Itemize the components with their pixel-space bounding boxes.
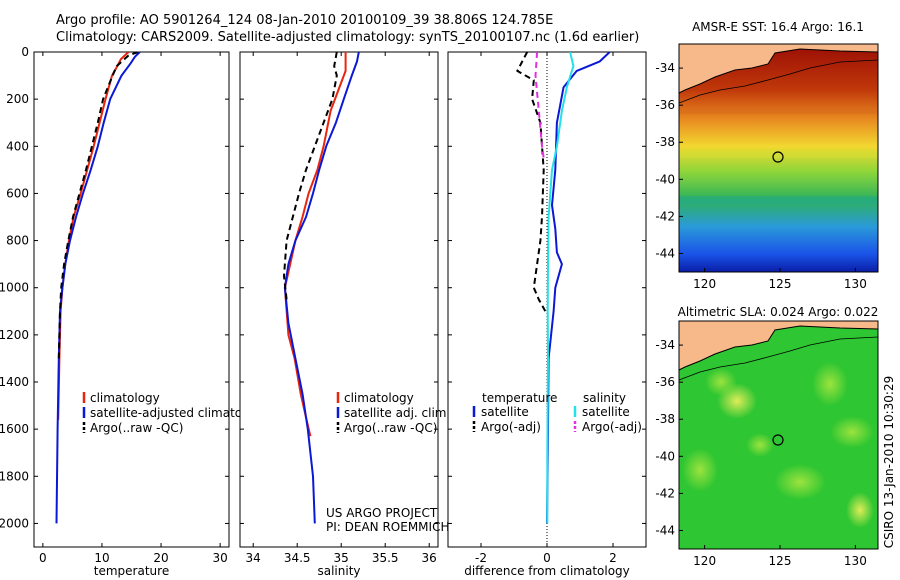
legend-title-temperature: temperature [482, 391, 557, 405]
coastline [678, 48, 879, 94]
x-tick-label: 30 [212, 551, 227, 565]
sst-field [679, 44, 878, 272]
x-tick-label: 10 [94, 551, 109, 565]
legend-label: Argo(-adj) [582, 420, 642, 434]
legend-title-salinity: salinity [583, 391, 626, 405]
x-axis-label: salinity [317, 564, 360, 578]
x-tick-label: 0 [39, 551, 47, 565]
map-x-tick-label: 125 [769, 277, 792, 291]
series-line-climatology [283, 52, 347, 437]
map-y-tick-label: -38 [655, 412, 675, 426]
salinity-profile-panel: 34 34.5 35 35.5 36 salinity climatologysatelli… [239, 51, 450, 578]
sla-map-panel [678, 320, 879, 550]
map-y-tick-label: -34 [655, 338, 675, 352]
sst-map-title: AMSR-E SST: 16.4 Argo: 16.1 [692, 20, 864, 34]
map-y-tick-label: -44 [655, 246, 675, 260]
map-x-tick-label: 125 [769, 554, 792, 568]
series-line-argo-adj- [516, 52, 547, 312]
map-y-tick-label: -36 [655, 375, 675, 389]
y-tick-label: 800 [6, 234, 29, 248]
map-y-tick-label: -42 [655, 209, 675, 223]
y-tick-label: 1200 [0, 328, 29, 342]
series-group [516, 52, 611, 524]
x-tick-label: 34 [246, 551, 261, 565]
series-line-satellite [546, 52, 611, 524]
y-tick-label: 1600 [0, 422, 29, 436]
y-tick-label: 400 [6, 139, 29, 153]
argo-position-marker-sla [772, 434, 784, 446]
map-x-tick-label: 120 [693, 277, 716, 291]
x-tick-label: 36 [422, 551, 437, 565]
y-tick-label: 1800 [0, 469, 29, 483]
project-annotation: PI: DEAN ROEMMICH [326, 520, 449, 534]
series-line-argo-raw-qc- [283, 52, 338, 300]
map-y-tick-label: -40 [655, 449, 675, 463]
depth-contour [678, 59, 879, 104]
map-y-tick-label: -36 [655, 98, 675, 112]
y-tick-label: 2000 [0, 516, 29, 530]
land-mass-sla [679, 321, 878, 370]
legend-label: satellite [481, 405, 529, 419]
x-tick-label: 0 [543, 551, 551, 565]
temperature-profile-panel: 0 10 20 30 0 200 400 600 800 1000 1200 1400 1600 1800… [0, 45, 268, 578]
series-group [55, 52, 141, 524]
map-y-tick-label: -44 [655, 523, 675, 537]
legend-label: satellite-adjusted climatology [90, 406, 268, 420]
side-timestamp-label: CSIRO 13-Jan-2010 10:30:29 [882, 376, 896, 548]
sst-map-panel [678, 43, 879, 273]
series-line-satellite [546, 52, 575, 524]
map-y-tick-label: -34 [655, 61, 675, 75]
y-tick-label: 0 [21, 45, 29, 59]
series-line-argo-adj- [534, 52, 545, 159]
map-y-tick-label: -42 [655, 486, 675, 500]
y-tick-label: 1000 [0, 281, 29, 295]
series-line-argo-raw-qc- [57, 52, 139, 359]
legend-label: climatology [90, 391, 160, 405]
legend-label: Argo(..raw -QC) [344, 421, 437, 435]
legend-label: Argo(..raw -QC) [90, 421, 183, 435]
x-tick-label: 35 [334, 551, 349, 565]
x-tick-label: 20 [153, 551, 168, 565]
x-tick-label: -2 [475, 551, 487, 565]
x-axis-label: temperature [94, 564, 169, 578]
map-x-tick-label: 130 [844, 554, 867, 568]
x-axis-label: difference from climatology [464, 564, 630, 578]
argo-position-marker [772, 151, 784, 163]
map-y-tick-label: -40 [655, 172, 675, 186]
map-y-tick-label: -38 [655, 135, 675, 149]
legend-label: Argo(-adj) [481, 420, 541, 434]
x-tick-label: 35.5 [372, 551, 399, 565]
y-tick-label: 600 [6, 186, 29, 200]
map-x-tick-label: 130 [844, 277, 867, 291]
project-annotation: US ARGO PROJECT [326, 506, 438, 520]
map-axes-ticks: 120 125 130 -34 -36 -38 -40 -42 -44 120 125 130 -34 -… [655, 61, 866, 568]
figure-title-line1: Argo profile: AO 5901264_124 08-Jan-2010… [56, 13, 554, 28]
legend-label: climatology [344, 391, 414, 405]
sla-map-title: Altimetric SLA: 0.024 Argo: 0.022 [678, 305, 879, 319]
y-tick-label: 200 [6, 92, 29, 106]
figure-title-line2: Climatology: CARS2009. Satellite-adjuste… [56, 30, 640, 45]
legend-label: satellite [582, 405, 630, 419]
legend-label: satellite adj. clim. [344, 406, 450, 420]
y-tick-label: 1400 [0, 375, 29, 389]
x-tick-label: 2 [609, 551, 617, 565]
x-tick-label: 34.5 [284, 551, 311, 565]
series-group [283, 52, 360, 524]
series-line-satellite-adj-clim- [283, 52, 360, 524]
map-x-tick-label: 120 [693, 554, 716, 568]
land-mass [679, 44, 878, 93]
